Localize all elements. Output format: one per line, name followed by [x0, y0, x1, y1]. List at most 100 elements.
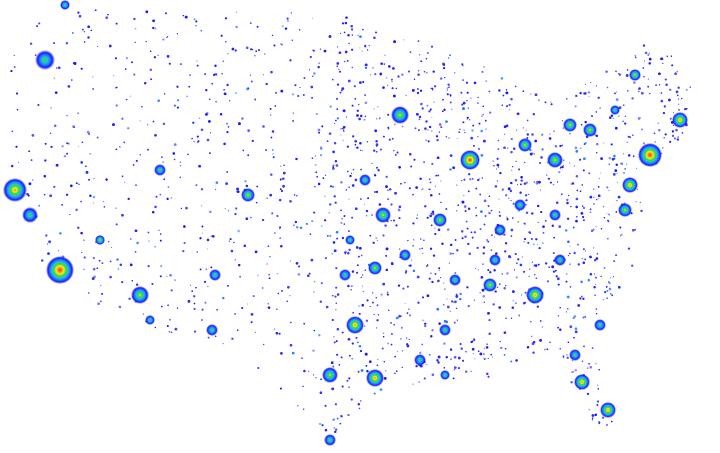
- density-dot: [526, 136, 529, 139]
- density-dot: [115, 22, 118, 25]
- density-dot: [506, 217, 509, 220]
- density-dot: [428, 277, 431, 280]
- density-dot: [452, 252, 454, 255]
- density-dot: [111, 247, 113, 249]
- density-dot: [348, 198, 350, 200]
- density-dot: [390, 203, 393, 206]
- density-dot: [223, 89, 225, 91]
- density-dot: [393, 149, 395, 152]
- city-hotspot: [399, 249, 411, 261]
- density-dot: [541, 133, 544, 136]
- density-dot: [118, 305, 122, 309]
- city-hotspot: [391, 106, 409, 124]
- density-dot: [269, 256, 271, 258]
- density-dot: [488, 195, 491, 197]
- density-dot: [324, 257, 327, 260]
- density-dot: [283, 171, 286, 175]
- density-dot: [154, 246, 156, 248]
- density-dot: [121, 213, 124, 217]
- density-dot: [659, 84, 661, 86]
- density-dot: [429, 188, 431, 191]
- density-dot: [488, 90, 491, 93]
- density-dot: [266, 263, 268, 265]
- density-dot: [420, 60, 422, 62]
- city-hotspot: [600, 402, 616, 418]
- density-dot: [170, 197, 172, 199]
- density-dot: [516, 183, 518, 185]
- density-dot: [201, 232, 203, 234]
- density-dot: [332, 164, 335, 167]
- density-dot: [176, 33, 178, 35]
- density-dot: [270, 114, 272, 116]
- density-dot: [269, 193, 273, 197]
- density-dot: [50, 145, 53, 148]
- density-dot: [324, 219, 327, 222]
- density-dot: [498, 198, 500, 200]
- density-dot: [292, 119, 295, 122]
- density-dot: [431, 130, 433, 132]
- density-dot: [422, 252, 424, 255]
- density-dot: [449, 310, 451, 313]
- density-dot: [333, 336, 335, 338]
- density-dot: [498, 214, 501, 217]
- density-dot: [594, 273, 596, 275]
- density-dot: [558, 170, 561, 174]
- density-dot: [369, 360, 372, 363]
- density-dot: [373, 313, 375, 316]
- density-dot: [486, 343, 488, 345]
- density-dot: [429, 247, 433, 250]
- density-dot: [485, 80, 488, 83]
- density-dot: [429, 214, 433, 218]
- density-dot: [440, 180, 442, 182]
- density-dot: [334, 430, 337, 434]
- density-dot: [528, 275, 530, 278]
- density-dot: [38, 204, 41, 207]
- density-dot: [669, 140, 672, 143]
- density-dot: [336, 83, 340, 86]
- density-dot: [193, 18, 196, 21]
- density-dot: [395, 316, 399, 320]
- density-dot: [398, 248, 401, 250]
- density-dot: [523, 182, 527, 185]
- density-dot: [453, 301, 455, 303]
- density-dot: [377, 314, 380, 316]
- density-dot: [398, 166, 401, 169]
- density-dot: [244, 180, 247, 183]
- density-dot: [366, 299, 369, 302]
- density-dot: [490, 209, 493, 212]
- density-dot: [55, 163, 59, 167]
- density-dot: [593, 286, 596, 289]
- density-dot: [424, 205, 427, 208]
- density-dot: [369, 234, 372, 237]
- density-dot: [606, 424, 608, 426]
- density-dot: [492, 303, 495, 306]
- density-dot: [168, 62, 171, 65]
- density-dot: [583, 143, 586, 145]
- density-dot: [471, 178, 474, 180]
- density-dot: [332, 167, 335, 170]
- density-dot: [387, 342, 389, 345]
- density-dot: [121, 281, 124, 284]
- density-dot: [274, 232, 276, 234]
- density-dot: [13, 54, 15, 56]
- density-dot: [182, 250, 185, 253]
- density-dot: [371, 292, 374, 294]
- density-dot: [340, 180, 343, 184]
- density-dot: [341, 236, 344, 240]
- density-dot: [335, 231, 339, 234]
- density-dot: [162, 38, 165, 41]
- density-dot: [342, 109, 346, 113]
- density-dot: [10, 164, 14, 168]
- density-dot: [297, 94, 300, 98]
- density-dot: [431, 373, 435, 376]
- density-dot: [89, 194, 92, 197]
- density-dot: [145, 40, 147, 43]
- density-dot: [670, 55, 673, 57]
- density-dot: [278, 198, 282, 202]
- density-dot: [195, 286, 197, 289]
- density-dot: [653, 132, 656, 135]
- density-dot: [234, 312, 237, 315]
- density-dot: [183, 241, 186, 245]
- density-dot: [614, 169, 618, 172]
- density-dot: [200, 319, 203, 321]
